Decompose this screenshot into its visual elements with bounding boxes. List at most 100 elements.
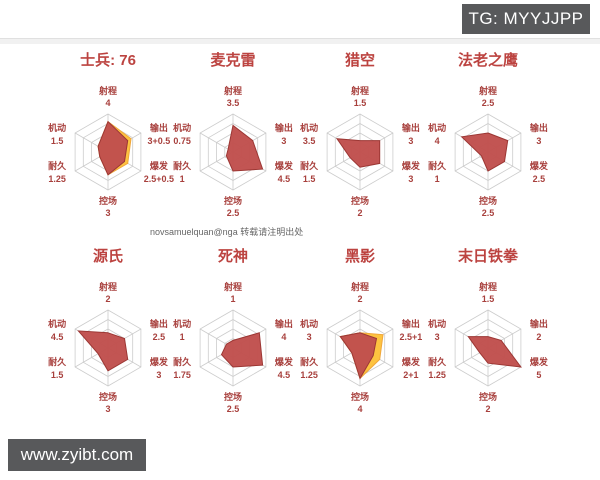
chart-title: 末日铁拳 [457, 248, 518, 265]
svg-text:2.5: 2.5 [533, 174, 546, 184]
svg-text:输出: 输出 [530, 318, 548, 329]
svg-text:4.5: 4.5 [278, 370, 291, 380]
svg-text:爆发: 爆发 [530, 160, 549, 171]
svg-text:控场: 控场 [224, 391, 242, 402]
svg-text:2.5: 2.5 [227, 208, 240, 218]
svg-text:控场: 控场 [479, 391, 497, 402]
svg-text:控场: 控场 [99, 391, 117, 402]
chart-title: 士兵: 76 [80, 52, 136, 69]
svg-text:机动: 机动 [48, 122, 66, 133]
svg-text:2.5: 2.5 [482, 98, 495, 108]
svg-text:3: 3 [536, 136, 541, 146]
svg-text:射程: 射程 [223, 281, 242, 292]
radar-chart-mccree: 麦克雷 射程 3.5 输出 3 爆发 4.5 控场 2.5 耐久 1 机动 0.75 [163, 50, 303, 230]
svg-text:输出: 输出 [275, 122, 293, 133]
svg-text:2.5: 2.5 [153, 332, 166, 342]
svg-text:3: 3 [105, 208, 110, 218]
svg-text:3: 3 [408, 136, 413, 146]
svg-text:耐久: 耐久 [173, 160, 192, 171]
svg-text:控场: 控场 [351, 195, 369, 206]
svg-text:1: 1 [180, 174, 185, 184]
svg-text:耐久: 耐久 [428, 356, 447, 367]
radar-chart-sombra: 黑影 射程 2 输出 2.5+1 爆发 2+1 控场 4 耐久 1.25 机动 3 [290, 246, 430, 426]
svg-text:射程: 射程 [223, 85, 242, 96]
svg-text:1.25: 1.25 [48, 174, 66, 184]
svg-text:爆发: 爆发 [275, 160, 294, 171]
svg-text:机动: 机动 [48, 318, 66, 329]
svg-text:输出: 输出 [530, 122, 548, 133]
svg-text:耐久: 耐久 [428, 160, 447, 171]
svg-text:耐久: 耐久 [48, 160, 67, 171]
radar-chart-tracer: 猎空 射程 1.5 输出 3 爆发 3 控场 2 耐久 1.5 机动 3.5 [290, 50, 430, 230]
radar-plot: 射程 2 输出 2.5+1 爆发 2+1 控场 4 耐久 1.25 机动 3 [300, 281, 422, 414]
svg-text:3: 3 [307, 332, 312, 342]
svg-text:2: 2 [536, 332, 541, 342]
radar-chart-reaper: 死神 射程 1 输出 4 爆发 4.5 控场 2.5 耐久 1.75 机动 1 [163, 246, 303, 426]
watermark-badge: www.zyibt.com [8, 439, 146, 471]
svg-text:4.5: 4.5 [51, 332, 64, 342]
radar-plot: 射程 2 输出 2.5 爆发 3 控场 3 耐久 1.5 机动 4.5 [48, 281, 169, 414]
radar-chart-pharah: 法老之鹰 射程 2.5 输出 3 爆发 2.5 控场 2.5 耐久 1 机动 4 [418, 50, 558, 230]
radar-plot: 射程 4 输出 3+0.5 爆发 2.5+0.5 控场 3 耐久 1.25 机动 1.5 [48, 85, 174, 218]
svg-text:1.5: 1.5 [51, 370, 64, 380]
svg-text:控场: 控场 [224, 195, 242, 206]
svg-text:2+1: 2+1 [403, 370, 418, 380]
svg-text:3: 3 [281, 136, 286, 146]
svg-text:耐久: 耐久 [300, 356, 319, 367]
svg-text:1: 1 [435, 174, 440, 184]
svg-text:4: 4 [357, 404, 362, 414]
svg-text:1.5: 1.5 [482, 294, 495, 304]
svg-text:输出: 输出 [402, 122, 420, 133]
radar-plot: 射程 2.5 输出 3 爆发 2.5 控场 2.5 耐久 1 机动 4 [428, 85, 549, 218]
svg-text:输出: 输出 [150, 122, 168, 133]
chart-title: 麦克雷 [210, 52, 256, 69]
svg-text:射程: 射程 [350, 85, 369, 96]
svg-text:2.5+0.5: 2.5+0.5 [144, 174, 174, 184]
svg-text:射程: 射程 [98, 85, 117, 96]
separator-line [0, 38, 600, 44]
svg-text:2.5: 2.5 [482, 208, 495, 218]
svg-text:4: 4 [281, 332, 286, 342]
svg-text:3: 3 [105, 404, 110, 414]
svg-text:2.5: 2.5 [227, 404, 240, 414]
svg-text:机动: 机动 [173, 122, 191, 133]
svg-text:爆发: 爆发 [275, 356, 294, 367]
svg-text:1: 1 [230, 294, 235, 304]
svg-text:输出: 输出 [402, 318, 420, 329]
radar-plot: 射程 1 输出 4 爆发 4.5 控场 2.5 耐久 1.75 机动 1 [173, 281, 294, 414]
svg-text:机动: 机动 [300, 122, 318, 133]
svg-text:1.5: 1.5 [51, 136, 64, 146]
radar-plot: 射程 1.5 输出 2 爆发 5 控场 2 耐久 1.25 机动 3 [428, 281, 549, 414]
svg-text:机动: 机动 [428, 318, 446, 329]
svg-text:射程: 射程 [98, 281, 117, 292]
radar-chart-genji: 源氏 射程 2 输出 2.5 爆发 3 控场 3 耐久 1.5 机动 4.5 [38, 246, 178, 426]
svg-text:爆发: 爆发 [150, 356, 169, 367]
svg-text:1.25: 1.25 [428, 370, 446, 380]
svg-text:2: 2 [105, 294, 110, 304]
svg-text:3: 3 [435, 332, 440, 342]
svg-text:2: 2 [357, 294, 362, 304]
svg-text:控场: 控场 [99, 195, 117, 206]
svg-text:2: 2 [357, 208, 362, 218]
svg-text:3.5: 3.5 [227, 98, 240, 108]
svg-text:3: 3 [156, 370, 161, 380]
svg-text:5: 5 [536, 370, 541, 380]
attribution-text: novsamuelquan@nga 转载请注明出处 [150, 227, 304, 237]
svg-text:射程: 射程 [350, 281, 369, 292]
svg-text:射程: 射程 [478, 85, 497, 96]
svg-text:1.75: 1.75 [173, 370, 191, 380]
svg-text:1.25: 1.25 [300, 370, 318, 380]
svg-text:0.75: 0.75 [173, 136, 191, 146]
svg-text:1.5: 1.5 [303, 174, 316, 184]
radar-chart-doomfist: 末日铁拳 射程 1.5 输出 2 爆发 5 控场 2 耐久 1.25 机动 3 [418, 246, 558, 426]
svg-text:输出: 输出 [150, 318, 168, 329]
svg-text:3.5: 3.5 [303, 136, 316, 146]
svg-text:机动: 机动 [300, 318, 318, 329]
radar-plot: 射程 1.5 输出 3 爆发 3 控场 2 耐久 1.5 机动 3.5 [300, 85, 421, 218]
svg-text:机动: 机动 [428, 122, 446, 133]
svg-text:1.5: 1.5 [354, 98, 367, 108]
svg-text:4.5: 4.5 [278, 174, 291, 184]
chart-title: 法老之鹰 [457, 52, 518, 69]
svg-text:爆发: 爆发 [402, 160, 421, 171]
svg-text:控场: 控场 [351, 391, 369, 402]
